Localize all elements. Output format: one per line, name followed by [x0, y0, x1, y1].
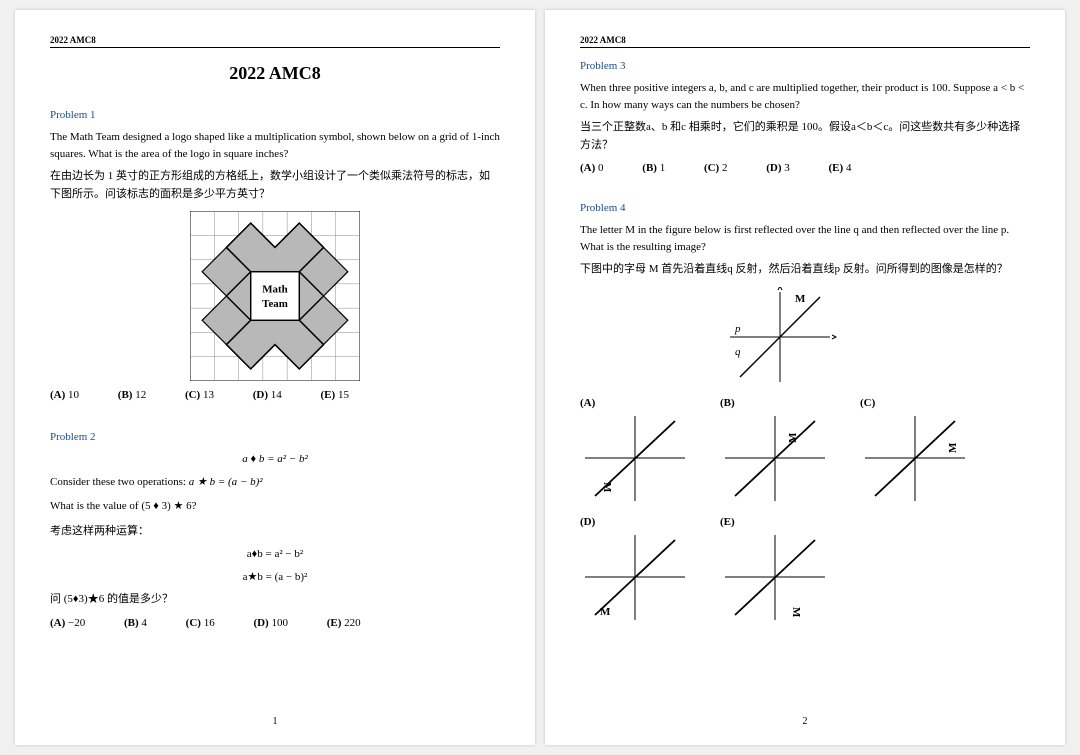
problem-3-choices: (A) 0 (B) 1 (C) 2 (D) 3 (E) 4: [580, 162, 1030, 174]
svg-text:p: p: [734, 323, 741, 335]
problem-2-heading: Problem 2: [50, 431, 500, 443]
p4-choice-b: (B) M: [720, 397, 830, 506]
p4-main-figure: M p q: [720, 287, 840, 387]
p4-choice-e: (E) M: [720, 516, 830, 625]
header-tag-2: 2022 AMC8: [580, 35, 1030, 48]
problem-4-text-en: The letter M in the figure below is firs…: [580, 222, 1030, 255]
problem-1-text-cn: 在由边长为 1 英寸的正方形组成的方格纸上，数学小组设计了一个类似乘法符号的标志…: [50, 168, 500, 203]
p2-cn-formula1: a♦b = a² − b²: [50, 546, 500, 563]
problem-4-heading: Problem 4: [580, 202, 1030, 214]
svg-text:M: M: [947, 442, 959, 453]
p2-cn-question: 问 (5♦3)★6 的值是多少？: [50, 591, 500, 609]
problem-3-text-cn: 当三个正整数a、b 和c 相乘时，它们的乘积是 100。假设a＜b＜c。问这些数…: [580, 119, 1030, 154]
svg-text:M: M: [790, 607, 802, 618]
logo-text-1: Math: [262, 284, 287, 296]
p2-cn-intro: 考虑这样两种运算：: [50, 523, 500, 541]
p4-choice-d: (D) M: [580, 516, 690, 625]
logo-text-2: Team: [262, 298, 288, 310]
problem-2-choices: (A) −20 (B) 4 (C) 16 (D) 100 (E) 220: [50, 617, 500, 629]
svg-text:M: M: [601, 482, 613, 493]
problem-4-text-cn: 下图中的字母 M 首先沿着直线q 反射，然后沿着直线p 反射。问所得到的图像是怎…: [580, 261, 1030, 279]
svg-text:M: M: [787, 432, 799, 443]
p4-choices-row2: (D) M (E) M: [580, 516, 1030, 625]
svg-text:M: M: [795, 293, 806, 305]
p4-choice-a: (A) M: [580, 397, 690, 506]
p2-formula1: a ♦ b = a² − b²: [50, 451, 500, 468]
svg-text:M: M: [600, 606, 611, 618]
page-2: 2022 AMC8 Problem 3 When three positive …: [545, 10, 1065, 745]
p2-cn-formula2: a★b = (a − b)²: [50, 569, 500, 586]
page-number-2: 2: [545, 716, 1065, 727]
problem-1-choices: (A) 10 (B) 12 (C) 13 (D) 14 (E) 15: [50, 389, 500, 401]
header-tag: 2022 AMC8: [50, 35, 500, 48]
p4-choice-c: (C) M: [860, 397, 970, 506]
svg-text:q: q: [735, 346, 741, 358]
problem-3-text-en: When three positive integers a, b, and c…: [580, 80, 1030, 113]
p4-choices-row1: (A) M (B) M (C) M: [580, 397, 1030, 506]
p2-question: What is the value of (5 ♦ 3) ★ 6?: [50, 498, 500, 515]
p2-intro: Consider these two operations: a ★ b = (…: [50, 474, 500, 491]
page-1: 2022 AMC8 2022 AMC8 Problem 1 The Math T…: [15, 10, 535, 745]
problem-1-text-en: The Math Team designed a logo shaped lik…: [50, 129, 500, 162]
page-title: 2022 AMC8: [50, 63, 500, 84]
problem-3-heading: Problem 3: [580, 60, 1030, 72]
logo-figure: Math Team: [190, 211, 360, 381]
page-number-1: 1: [15, 716, 535, 727]
problem-1-heading: Problem 1: [50, 109, 500, 121]
